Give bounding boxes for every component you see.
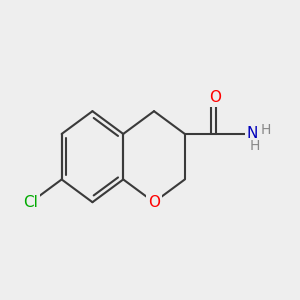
Text: N: N (246, 126, 258, 141)
Text: H: H (249, 139, 260, 153)
Text: O: O (210, 90, 222, 105)
Text: Cl: Cl (23, 195, 38, 210)
Text: H: H (261, 123, 272, 137)
Text: O: O (148, 195, 160, 210)
